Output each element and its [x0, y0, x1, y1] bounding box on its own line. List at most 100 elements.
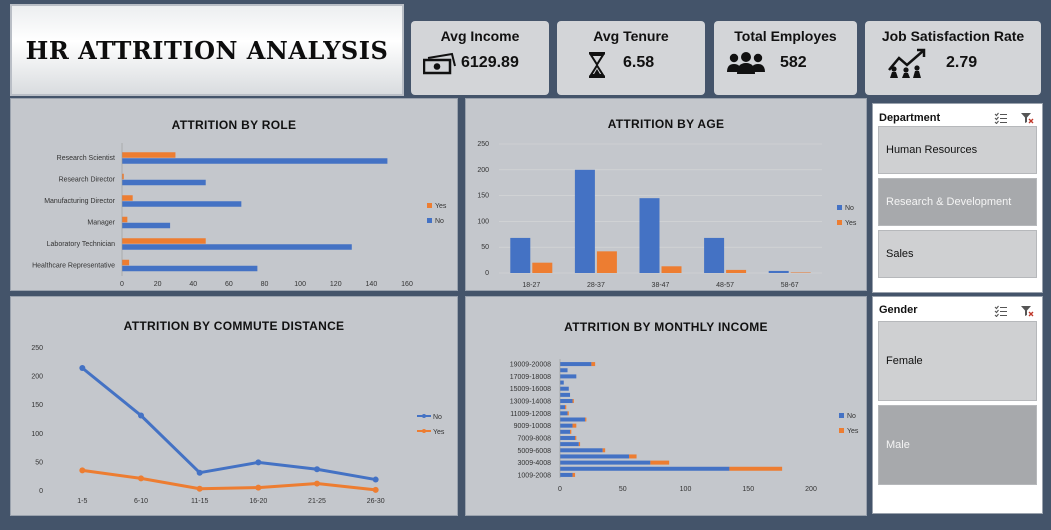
x-tick-label: 120 [330, 281, 342, 288]
x-tick-label: 40 [189, 281, 197, 288]
legend-swatch [427, 203, 432, 208]
bar-no [560, 466, 730, 471]
x-tick-label: 200 [805, 486, 817, 493]
y-tick-label: 5009-6008 [518, 448, 552, 455]
x-tick-label: 6-10 [134, 498, 148, 505]
kpi-job-satisfaction[interactable]: Job Satisfaction Rate 2.79 [865, 21, 1041, 95]
bar-yes [602, 448, 606, 453]
attrition-by-commute-chart: ATTRITION BY COMMUTE DISTANCE 0 50 100 150 2… [10, 296, 458, 516]
dashboard-title: HR ATTRITION ANALYSIS [25, 35, 389, 65]
legend-swatch [837, 220, 842, 225]
y-tick-label: 250 [477, 141, 489, 148]
kpi-label: Job Satisfaction Rate [881, 28, 1025, 44]
bar-yes [575, 435, 577, 440]
kpi-value: 582 [780, 54, 807, 71]
kpi-avg-income[interactable]: Avg Income 6129.89 [411, 21, 549, 95]
x-tick-label: 50 [619, 486, 627, 493]
multi-select-icon[interactable] [994, 305, 1008, 318]
bar-no [122, 222, 171, 229]
y-tick-label: Manufacturing Director [44, 198, 115, 205]
bar-no [122, 158, 388, 164]
point-no [138, 412, 144, 419]
bar-no [560, 374, 577, 379]
x-tick-label: 58-67 [781, 282, 799, 289]
y-tick-label: 15009-16008 [510, 386, 551, 393]
legend-swatch [839, 428, 844, 433]
attrition-by-age-plot: 0 50 100 150 200 250 18-27 28-37 38-47 48-57 58-67… [477, 141, 857, 289]
bar-yes [122, 195, 133, 201]
x-tick-label: 0 [558, 486, 562, 493]
bar-yes [572, 399, 574, 404]
x-tick-label: 150 [742, 486, 754, 493]
bar-no [560, 392, 571, 397]
attrition-by-age-chart: ATTRITION BY AGE 0 50 100 150 200 250 18-27 28-… [465, 98, 867, 291]
bar-yes [726, 269, 747, 273]
point-yes [314, 480, 320, 487]
bar-no [122, 265, 258, 272]
chart-title: ATTRITION BY AGE [607, 117, 725, 131]
chart-title: ATTRITION BY ROLE [171, 118, 297, 132]
legend-label: No [433, 414, 442, 421]
y-tick-label: 0 [485, 270, 489, 277]
multi-select-icon[interactable] [994, 112, 1008, 125]
slicer-item-human-resources[interactable]: Human Resources [878, 126, 1037, 174]
kpi-total-employees[interactable]: Total Employes 582 [714, 21, 857, 95]
y-tick-label: 100 [31, 431, 43, 438]
slicer-item-label: Female [886, 355, 923, 367]
bar-yes [122, 152, 176, 158]
y-tick-label: 100 [477, 218, 489, 225]
y-tick-label: Research Scientist [57, 155, 115, 162]
bar-yes [596, 251, 617, 273]
y-tick-label: 150 [477, 193, 489, 200]
bar-no [560, 429, 571, 434]
legend-label: No [435, 218, 444, 225]
line-no [81, 366, 376, 482]
y-tick-label: 50 [35, 459, 43, 466]
clear-filter-icon[interactable] [1020, 305, 1034, 317]
bar-no [560, 362, 592, 367]
line-yes [82, 468, 376, 492]
bar-yes [532, 262, 553, 273]
x-tick-label: 18-27 [522, 282, 540, 289]
bar-no [122, 179, 206, 186]
slicer-item-research-development[interactable]: Research & Development [878, 178, 1037, 226]
x-tick-label: 28-37 [587, 282, 605, 289]
x-tick-label: 140 [366, 281, 378, 288]
slicer-item-label: Sales [886, 248, 914, 260]
y-tick-label: 3009-4008 [518, 460, 552, 467]
legend-label: Yes [847, 428, 859, 435]
x-tick-label: 100 [680, 486, 692, 493]
point-yes [138, 475, 144, 482]
attrition-by-commute-plot: 0 50 100 150 200 250 1-5 6-10 11-15 16-20 21-25 26-… [31, 345, 445, 505]
y-tick-label: 250 [31, 345, 43, 352]
legend-swatch [837, 205, 842, 210]
slicer-item-male[interactable]: Male [878, 405, 1037, 485]
y-tick-label: 7009-8008 [518, 435, 552, 442]
bar-yes [122, 216, 128, 223]
point-no [79, 365, 86, 372]
bar-yes [650, 460, 670, 465]
slicer-item-female[interactable]: Female [878, 321, 1037, 401]
bar-no [560, 423, 573, 428]
y-tick-label: 11009-12008 [510, 411, 551, 418]
bar-yes [585, 417, 587, 422]
bar-yes [567, 411, 569, 416]
bar-no [574, 169, 595, 273]
x-tick-label: 1-5 [77, 498, 87, 505]
bar-no [560, 448, 603, 453]
bar-yes [570, 429, 572, 434]
bar-no [560, 454, 630, 459]
legend-marker [422, 429, 426, 433]
slicer-item-label: Male [886, 439, 910, 451]
slicer-item-sales[interactable]: Sales [878, 230, 1037, 278]
y-tick-label: 1009-2008 [518, 472, 552, 479]
bar-yes [122, 259, 130, 266]
x-tick-label: 21-25 [308, 498, 326, 505]
point-no [372, 476, 379, 483]
clear-filter-icon[interactable] [1020, 112, 1034, 124]
bar-yes [729, 466, 783, 471]
kpi-avg-tenure[interactable]: Avg Tenure 6.58 [557, 21, 705, 95]
bar-yes [591, 362, 596, 367]
people-icon [727, 52, 765, 74]
bar-yes [572, 472, 576, 477]
